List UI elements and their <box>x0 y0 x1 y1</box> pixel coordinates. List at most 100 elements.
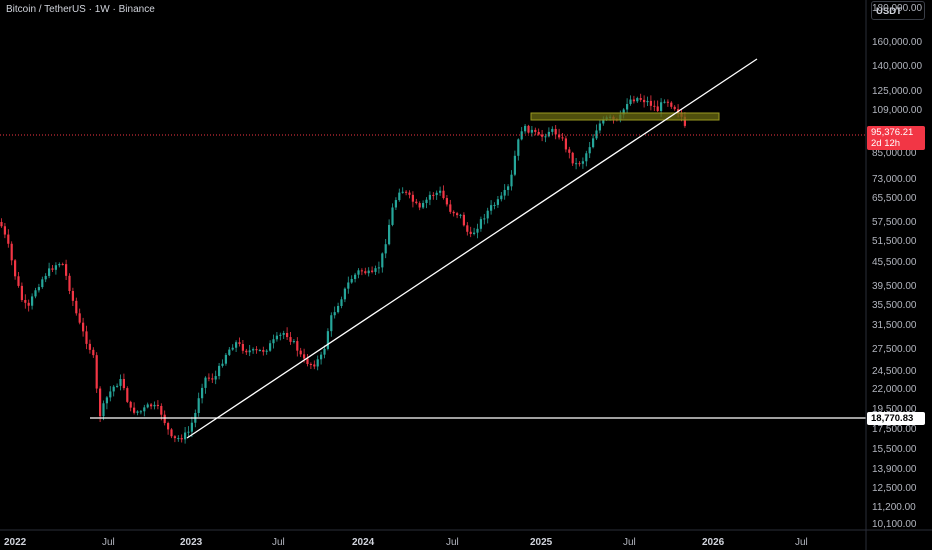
candle-body <box>343 288 346 300</box>
price-tick-label: 73,000.00 <box>872 174 917 185</box>
candle-body <box>507 186 510 190</box>
candle-body <box>510 174 513 187</box>
candle-body <box>439 190 442 193</box>
candle-body <box>221 363 224 366</box>
price-tick-label: 65,500.00 <box>872 193 917 204</box>
candle-body <box>309 363 312 365</box>
candle-body <box>666 101 669 103</box>
candle-body <box>313 364 316 367</box>
candle-body <box>544 136 547 138</box>
price-tick-label: 140,000.00 <box>872 61 923 72</box>
candle-body <box>534 129 537 132</box>
candle-body <box>102 403 105 417</box>
candles <box>0 93 686 444</box>
candle-body <box>122 378 125 389</box>
candle-body <box>153 404 156 407</box>
candle-body <box>0 222 3 227</box>
candle-body <box>493 204 496 206</box>
candle-body <box>503 189 506 196</box>
candle-body <box>82 322 85 332</box>
price-tick-label: 13,900.00 <box>872 464 917 475</box>
symbol-title[interactable]: Bitcoin / TetherUS · 1W · Binance <box>6 4 155 15</box>
candle-body <box>245 350 248 353</box>
candle-body <box>265 350 268 352</box>
candle-body <box>323 348 326 355</box>
price-tick-label: 39,500.00 <box>872 281 917 292</box>
candle-body <box>78 313 81 323</box>
price-tick-label: 11,200.00 <box>872 502 916 513</box>
candle-body <box>143 407 146 412</box>
candle-body <box>571 152 574 164</box>
candle-body <box>639 98 642 100</box>
candle-body <box>547 131 550 137</box>
candle-body <box>88 343 91 350</box>
candle-body <box>564 138 567 150</box>
candle-body <box>527 125 530 133</box>
candle-body <box>58 264 61 266</box>
candle-body <box>61 264 64 266</box>
candle-body <box>3 226 6 235</box>
candle-body <box>371 270 374 272</box>
candle-body <box>272 339 275 344</box>
candle-body <box>442 190 445 199</box>
candle-body <box>156 404 159 407</box>
candle-body <box>632 99 635 102</box>
candle-body <box>541 134 544 137</box>
candle-body <box>592 138 595 148</box>
candle-body <box>126 388 129 402</box>
candle-body <box>51 268 54 270</box>
candle-body <box>649 100 652 106</box>
currency-button[interactable]: USDT <box>871 1 925 20</box>
candle-body <box>224 354 227 364</box>
candle-body <box>653 105 656 107</box>
candle-body <box>177 438 180 440</box>
price-tick-label: 45,500.00 <box>872 257 917 268</box>
candle-body <box>119 378 122 386</box>
candle-body <box>71 290 74 301</box>
candle-body <box>279 334 282 336</box>
time-tick-label: Jul <box>795 537 808 548</box>
candle-body <box>228 349 231 355</box>
candle-body <box>537 131 540 135</box>
trend-line <box>186 58 758 439</box>
candle-body <box>65 264 68 276</box>
resistance-zone <box>530 112 720 121</box>
candle-body <box>554 128 557 135</box>
price-tick-label: 109,000.00 <box>872 105 923 116</box>
candle-body <box>129 401 132 408</box>
candle-body <box>296 341 299 351</box>
candle-body <box>95 355 98 389</box>
price-tick-label: 10,100.00 <box>872 519 917 530</box>
candle-body <box>231 347 234 350</box>
candle-body <box>452 211 455 214</box>
candle-body <box>483 218 486 220</box>
candle-body <box>500 195 503 200</box>
price-tick-label: 180,000.00 <box>872 3 923 14</box>
candle-body <box>187 431 190 433</box>
candle-body <box>320 354 323 360</box>
candle-body <box>456 213 459 216</box>
candle-body <box>656 106 659 111</box>
candle-body <box>75 300 78 314</box>
candle-body <box>384 244 387 254</box>
candle-body <box>316 359 319 367</box>
candle-body <box>54 265 57 270</box>
candle-body <box>473 232 476 234</box>
candle-body <box>486 210 489 219</box>
candle-body <box>530 129 533 133</box>
candle-body <box>479 219 482 229</box>
candle-body <box>31 296 34 306</box>
price-tick-label: 17,500.00 <box>872 424 917 435</box>
candle-body <box>136 411 139 413</box>
time-tick-label: 2026 <box>702 537 725 548</box>
candle-body <box>204 377 207 388</box>
candle-body <box>354 274 357 279</box>
horizontal-level-label: 18,770.83 <box>867 412 925 425</box>
candle-body <box>10 243 13 261</box>
price-tick-label: 57,500.00 <box>872 217 917 228</box>
candle-body <box>408 192 411 195</box>
candle-body <box>551 128 554 132</box>
candle-body <box>629 99 632 105</box>
candle-body <box>292 341 295 343</box>
